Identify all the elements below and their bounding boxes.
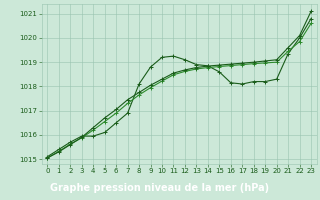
Text: Graphe pression niveau de la mer (hPa): Graphe pression niveau de la mer (hPa) — [51, 183, 269, 193]
